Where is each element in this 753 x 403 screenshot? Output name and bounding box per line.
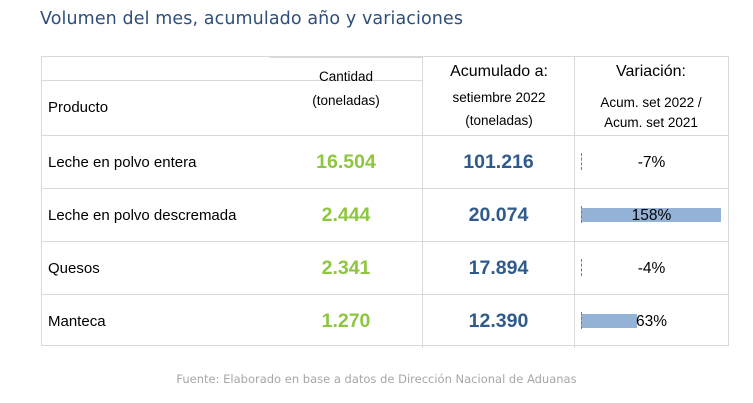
header-variation-base: Acum. set 2021 [604,115,698,130]
variation-axis [581,259,582,276]
variation-axis [581,312,582,329]
acumulado-value: 17.894 [422,242,575,295]
variation-bar [581,208,721,222]
table-row: Leche en polvo descremada 2.444 20.074 1… [42,188,728,242]
variation-cell: -4% [575,242,728,295]
variation-cell: 158% [575,189,728,242]
header-acumulado-unit: (toneladas) [465,113,533,128]
product-name: Quesos [48,260,100,277]
quantity-value: 16.504 [316,151,376,173]
header-quantity: Cantidad (toneladas) [270,57,422,135]
product-name: Leche en polvo descremada [48,207,237,224]
variation-cell: 63% [575,295,728,348]
quantity-value: 2.444 [321,204,371,226]
page-title: Volumen del mes, acumulado año y variaci… [40,9,464,29]
variation-value: -7% [637,154,666,171]
header-product-label: Producto [48,99,109,116]
header-acumulado: Acumulado a: setiembre 2022 (toneladas) [422,57,575,135]
data-table: Producto Cantidad (toneladas) Acumulado … [41,56,729,348]
header-variation: Variación: Acum. set 2022 / Acum. set 20… [575,57,728,135]
variation-value: -4% [637,260,666,277]
header-variation-period: Acum. set 2022 / [600,95,702,110]
product-name: Manteca [48,313,106,330]
header-quantity-unit: (toneladas) [312,93,380,108]
header-quantity-label: Cantidad [318,69,374,84]
table-row: Manteca 1.270 12.390 63% [42,294,728,348]
acumulado-value: 20.074 [422,189,575,242]
variation-cell: -7% [575,136,728,189]
header-variation-label: Variación: [616,63,686,80]
header-acumulado-period: setiembre 2022 [452,90,546,105]
variation-axis [581,153,582,170]
header-product: Producto [42,57,270,135]
acumulado-value: 101.216 [422,136,575,189]
variation-value: 63% [635,313,668,330]
header-divider [42,80,422,81]
source-note: Fuente: Elaborado en base a datos de Dir… [176,372,577,386]
acumulado-value: 12.390 [422,295,575,348]
quantity-value: 1.270 [321,310,371,332]
variation-axis [581,206,582,223]
table-row: Leche en polvo entera 16.504 101.216 -7% [42,135,728,189]
variation-value: 158% [631,207,672,224]
product-name: Leche en polvo entera [48,154,197,171]
table-row: Quesos 2.341 17.894 -4% [42,241,728,295]
variation-bar [581,314,637,328]
quantity-value: 2.341 [321,257,371,279]
header-acumulado-label: Acumulado a: [450,63,548,80]
